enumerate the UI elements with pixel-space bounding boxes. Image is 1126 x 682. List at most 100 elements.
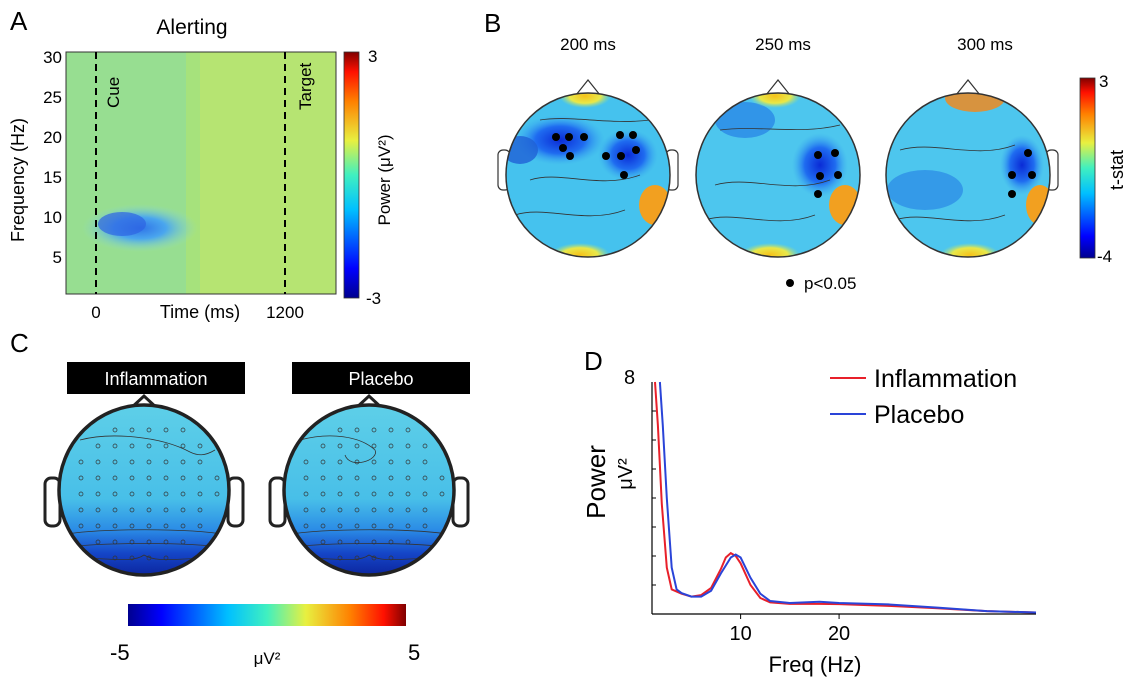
spectrum-series-line: [654, 381, 1037, 614]
electrode-marker: [388, 539, 394, 545]
electrode-marker: [146, 507, 152, 513]
electrode-marker: [129, 475, 135, 481]
electrode-marker: [95, 475, 101, 481]
sig-legend-label: p<0.05: [804, 274, 856, 293]
electrode-marker: [197, 523, 203, 529]
electrode-marker: [388, 555, 394, 561]
tf-yticks: 30 25 20 15 10 5: [43, 48, 62, 267]
topo-head-200ms: [497, 79, 679, 258]
electrode-marker: [320, 459, 326, 465]
electrode-marker: [180, 443, 186, 449]
electrode-marker: [354, 539, 360, 545]
electrode-marker: [163, 427, 169, 433]
condition-header: [292, 362, 470, 394]
electrode-grid: [78, 427, 445, 561]
electrode-marker: [129, 523, 135, 529]
electrode-marker: [422, 459, 428, 465]
electrode-marker: [303, 475, 309, 481]
tf-ytick: 15: [43, 168, 62, 187]
electrode-marker: [337, 427, 343, 433]
electrode-marker: [388, 427, 394, 433]
electrode-marker: [388, 507, 394, 513]
tstat-colorbar-max: 3: [1099, 72, 1108, 91]
electrode-marker: [163, 507, 169, 513]
electrode-marker: [129, 459, 135, 465]
spectrum-yunit: μV²: [615, 458, 637, 490]
electrode-marker: [337, 459, 343, 465]
electrode-marker: [337, 539, 343, 545]
electrode-marker: [112, 555, 118, 561]
electrode-marker: [371, 555, 377, 561]
electrode-marker: [422, 491, 428, 497]
electrode-marker: [371, 427, 377, 433]
electrode-marker: [422, 507, 428, 513]
power-colorbar-min: -5: [110, 640, 130, 665]
electrode-marker: [146, 491, 152, 497]
electrode-marker: [78, 491, 84, 497]
electrode-marker: [371, 507, 377, 513]
electrode-marker: [354, 427, 360, 433]
electrode-marker: [320, 539, 326, 545]
topo-head-250ms: [695, 79, 861, 258]
electrode-marker: [422, 475, 428, 481]
electrode-marker: [354, 475, 360, 481]
electrode-marker: [112, 539, 118, 545]
electrode-marker: [388, 523, 394, 529]
electrode-marker: [163, 491, 169, 497]
tf-ytick: 10: [43, 208, 62, 227]
electrode-marker: [180, 507, 186, 513]
electrode-marker: [129, 507, 135, 513]
electrode-marker: [146, 539, 152, 545]
electrode-marker: [197, 507, 203, 513]
electrode-marker: [112, 459, 118, 465]
electrode-marker: [112, 443, 118, 449]
electrode-marker: [371, 475, 377, 481]
electrode-marker: [422, 443, 428, 449]
panel-a-title: Alerting: [156, 16, 227, 39]
electrode-marker: [78, 507, 84, 513]
tf-colorbar-max: 3: [368, 47, 377, 66]
electrode-marker: [303, 523, 309, 529]
electrode-marker: [112, 491, 118, 497]
electrode-marker: [320, 475, 326, 481]
electrode-marker: [405, 491, 411, 497]
electrode-marker: [180, 459, 186, 465]
topo-time-label: 200 ms: [560, 35, 616, 54]
electrode-marker: [78, 475, 84, 481]
electrode-marker: [320, 491, 326, 497]
electrode-marker: [95, 443, 101, 449]
electrode-marker: [197, 491, 203, 497]
electrode-marker: [354, 507, 360, 513]
electrode-marker: [129, 539, 135, 545]
electrode-marker: [320, 443, 326, 449]
topo-head-placebo: [268, 393, 470, 577]
spectrum-series-line: [658, 381, 1037, 614]
electrode-marker: [371, 539, 377, 545]
condition-label: Placebo: [348, 369, 413, 389]
electrode-marker: [405, 475, 411, 481]
electrode-marker: [163, 475, 169, 481]
electrode-marker: [180, 475, 186, 481]
electrode-marker: [388, 459, 394, 465]
tf-ytick: 5: [53, 248, 62, 267]
spectrum-ytick-label: 8: [624, 367, 635, 389]
electrode-marker: [112, 475, 118, 481]
electrode-marker: [337, 523, 343, 529]
electrode-marker: [180, 491, 186, 497]
electrode-marker: [303, 491, 309, 497]
electrode-marker: [95, 459, 101, 465]
electrode-marker: [405, 523, 411, 529]
tf-colorbar: [343, 51, 360, 299]
tstat-colorbar-label: t-stat: [1107, 150, 1126, 190]
electrode-marker: [163, 555, 169, 561]
electrode-marker: [146, 459, 152, 465]
electrode-marker: [405, 427, 411, 433]
sig-legend-dot: [786, 279, 794, 287]
tstat-colorbar: [1079, 77, 1096, 259]
electrode-marker: [163, 459, 169, 465]
power-spectrum-chart: 10 20 Inflammation Placebo: [651, 365, 1037, 645]
electrode-marker: [439, 491, 445, 497]
electrode-marker: [129, 555, 135, 561]
electrode-marker: [95, 507, 101, 513]
